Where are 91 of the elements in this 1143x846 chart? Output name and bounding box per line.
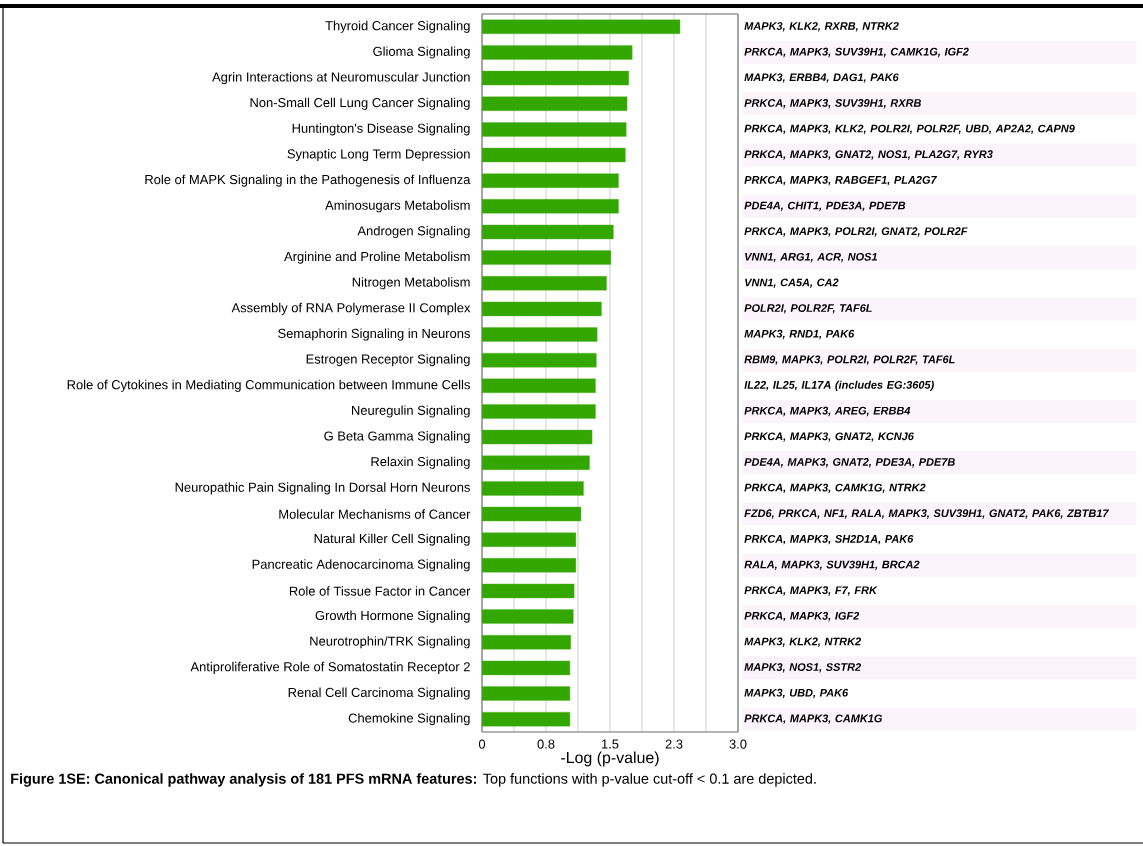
y-tick-label: Synaptic Long Term Depression: [287, 148, 470, 162]
bar: [481, 276, 607, 291]
bar: [481, 711, 571, 727]
bar: [481, 19, 681, 35]
bar: [481, 173, 619, 188]
y-tick-label: Growth Hormone Signaling: [315, 610, 470, 623]
bar: [481, 327, 598, 342]
bar: [481, 224, 614, 240]
bar: [481, 250, 612, 265]
text: PRKCA, MAPK3, SUV39H1, CAMK1G, IGF2: [744, 47, 969, 58]
y-tick-label: Natural Killer Cell Signaling: [314, 533, 470, 546]
bar: [481, 660, 571, 676]
y-tick-label: G Beta Gamma Signaling: [324, 431, 470, 444]
bar: [481, 122, 627, 137]
x-tick-label: 0: [478, 739, 486, 749]
text: FZD6, PRKCA, NF1, RALA, MAPK3, SUV39H1, GNAT2, PAK6, ZBTB17: [744, 509, 1109, 519]
text: Figure 1SE: Canonical pathway analysis of 181 PFS mRNA features: Top functions with p-value cut-off < 0.1 are depicted.: [11, 773, 816, 787]
y-tick-label: Role of MAPK Signaling in the Pathogenesis of Influenza: [145, 174, 471, 187]
text: PRKCA, MAPK3, CAMK1G, NTRK2: [744, 483, 926, 494]
y-tick-label: Renal Cell Carcinoma Signaling: [288, 687, 470, 700]
text: MAPK3, KLK2, RXRB, NTRK2: [744, 22, 899, 32]
bar: [481, 609, 574, 624]
text: PRKCA, MAPK3, GNAT2, NOS1, PLA2G7, RYR3: [744, 150, 993, 160]
bar: [481, 404, 596, 419]
text: MAPK3, RND1, PAK6: [744, 329, 855, 340]
text: PRKCA, MAPK3, GNAT2, KCNJ6: [744, 432, 914, 442]
x-tick-label: 3.0: [729, 739, 747, 749]
y-tick-label: Arginine and Proline Metabolism: [284, 251, 470, 264]
x-tick-label: 1.5: [601, 739, 619, 749]
y-tick-label: Thyroid Cancer Signaling: [325, 20, 470, 33]
y-tick-label: Antiproliferative Role of Somatostatin Receptor 2: [190, 661, 470, 674]
y-tick-label: Assembly of RNA Polymerase II Complex: [231, 302, 471, 315]
text: MAPK3, KLK2, NTRK2: [744, 637, 861, 647]
text: PRKCA, MAPK3, RABGEF1, PLA2G7: [744, 176, 938, 186]
text: PRKCA, MAPK3, CAMK1G: [744, 714, 883, 724]
text: MAPK3, NOS1, SSTR2: [744, 663, 861, 673]
y-tick-label: Agrin Interactions at Neuromuscular Junction: [212, 72, 470, 85]
bar: [481, 481, 584, 496]
text: PRKCA, MAPK3, F7, FRK: [744, 586, 878, 596]
y-tick-label: Androgen Signaling: [357, 225, 470, 238]
bar: [481, 352, 597, 368]
text: IL22, IL25, IL17A (includes EG:3605): [744, 380, 934, 391]
y-tick-label: Semaphorin Signaling in Neurons: [278, 328, 470, 341]
y-tick-label: Estrogen Receptor Signaling: [306, 354, 470, 367]
text: PRKCA, MAPK3, KLK2, POLR2I, POLR2F, UBD, AP2A2, CAPN9: [744, 124, 1075, 135]
bar: [481, 506, 582, 522]
y-tick-label: Neurotrophin/TRK Signaling: [310, 636, 470, 649]
x-tick-label: 0.8: [537, 739, 555, 749]
bar: [481, 558, 577, 573]
y-tick-label: Nitrogen Metabolism: [352, 277, 470, 290]
y-tick-label: Neuropathic Pain Signaling In Dorsal Horn Neurons: [175, 482, 470, 495]
x-tick-label: 2.3: [665, 739, 683, 749]
bar: [481, 199, 619, 214]
y-tick-label: Role of Tissue Factor in Cancer: [289, 586, 471, 596]
text: VNN1, CA5A, CA2: [745, 278, 839, 288]
text: MAPK3, UBD, PAK6: [744, 688, 849, 699]
text: POLR2I, POLR2F, TAF6L: [744, 304, 872, 314]
x-axis-title: -Log (p-value): [561, 751, 659, 767]
text: PRKCA, MAPK3, SUV39H1, RXRB: [744, 99, 921, 109]
bar: [481, 301, 602, 317]
text: VNN1, ARG1, ACR, NOS1: [745, 252, 877, 263]
text: RALA, MAPK3, SUV39H1, BRCA2: [744, 560, 920, 570]
text: RBM9, MAPK3, POLR2I, POLR2F, TAF6L: [744, 355, 955, 365]
y-tick-label: Pancreatic Adenocarcinoma Signaling: [252, 559, 470, 572]
bar: [481, 378, 596, 394]
y-tick-label: Aminosugars Metabolism: [325, 200, 470, 213]
text: PDE4A, MAPK3, GNAT2, PDE3A, PDE7B: [744, 458, 955, 468]
bar: [481, 455, 590, 470]
bar: [481, 686, 571, 701]
bar: [481, 147, 626, 163]
bar: [481, 96, 628, 111]
y-tick-label: Molecular Mechanisms of Cancer: [279, 509, 471, 519]
bar: [481, 583, 575, 599]
y-tick-label: Chemokine Signaling: [348, 713, 470, 726]
text: PRKCA, MAPK3, POLR2I, GNAT2, POLR2F: [744, 227, 968, 237]
text: PRKCA, MAPK3, IGF2: [744, 611, 860, 622]
bar: [481, 45, 633, 60]
y-tick-label: Role of Cytokines in Mediating Communication between Immune Cells: [67, 379, 470, 392]
text: PRKCA, MAPK3, AREG, ERBB4: [744, 406, 911, 417]
y-tick-label: Glioma Signaling: [373, 46, 470, 59]
y-tick-label: Non-Small Cell Lung Cancer Signaling: [250, 97, 470, 110]
bar: [481, 70, 629, 86]
text: MAPK3, ERBB4, DAG1, PAK6: [744, 73, 899, 83]
bar: [481, 532, 577, 547]
text: PDE4A, CHIT1, PDE3A, PDE7B: [744, 201, 906, 211]
bar: [481, 429, 593, 445]
bar: [481, 635, 571, 650]
y-tick-label: Neuregulin Signaling: [352, 405, 470, 418]
text: PRKCA, MAPK3, SH2D1A, PAK6: [744, 535, 914, 545]
y-tick-label: Huntington's Disease Signaling: [292, 123, 470, 136]
y-tick-label: Relaxin Signaling: [371, 456, 470, 469]
